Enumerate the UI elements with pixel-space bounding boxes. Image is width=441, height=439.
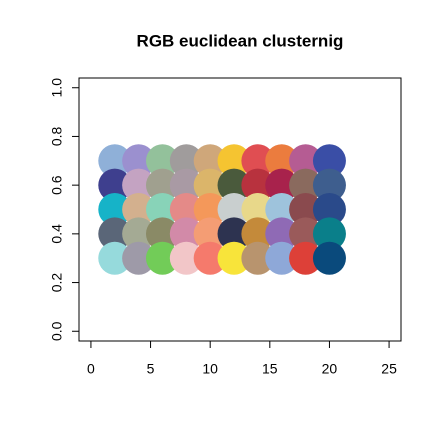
point [265,193,299,226]
point [193,144,227,178]
point [289,217,323,251]
point [217,193,251,226]
points [98,144,346,275]
point [98,144,132,178]
point [145,217,179,251]
y-tick-label: 0.0 [49,321,65,341]
point [265,217,299,251]
point [169,193,203,226]
point [312,193,346,226]
point [217,241,251,275]
point [98,168,132,202]
point [193,217,227,251]
point [241,168,275,202]
point [122,217,156,251]
point [122,193,156,226]
x-tick-label: 25 [381,361,397,377]
point [265,241,299,275]
x-tick-label: 15 [262,361,278,377]
point [169,241,203,275]
point [169,168,203,202]
x-tick-label: 10 [202,361,218,377]
point [241,144,275,178]
point [217,217,251,251]
point [241,193,275,226]
point [265,168,299,202]
point [312,168,346,202]
chart-title: RGB euclidean clusternig [137,31,344,50]
point [122,241,156,275]
y-tick-label: 0.4 [49,224,65,244]
point [145,168,179,202]
point [289,168,323,202]
point [145,144,179,178]
point [145,193,179,226]
point [217,168,251,202]
y-tick-label: 0.8 [49,127,65,147]
y-tick-label: 0.6 [49,175,65,195]
point [169,144,203,178]
point [193,241,227,275]
point [312,217,346,251]
y-tick-label: 0.2 [49,273,65,293]
x-tick-label: 20 [322,361,338,377]
point [241,241,275,275]
point [289,144,323,178]
point [193,193,227,226]
point [289,241,323,275]
point [98,193,132,226]
point [122,144,156,178]
point [265,144,299,178]
point [289,193,323,226]
point [98,217,132,251]
point [98,241,132,275]
point [241,217,275,251]
point [193,168,227,202]
y-tick-label: 1.0 [49,78,65,98]
point [312,144,346,178]
point [169,217,203,251]
point [122,168,156,202]
point [217,144,251,178]
x-tick-label: 5 [147,361,155,377]
x-tick-label: 0 [87,361,95,377]
point [145,241,179,275]
point [312,241,346,275]
